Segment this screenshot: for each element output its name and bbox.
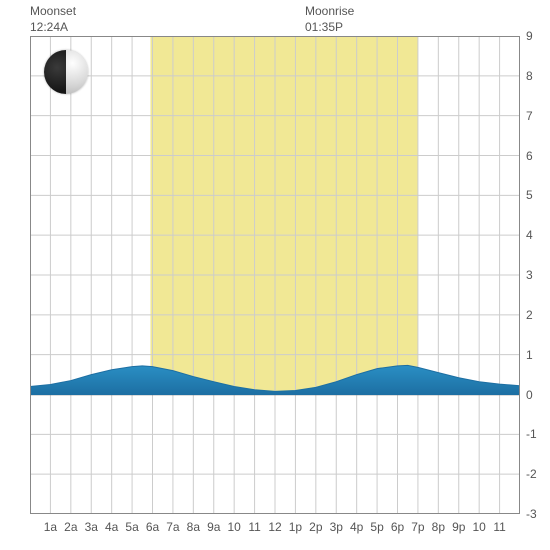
- x-tick-label: 2a: [64, 520, 77, 534]
- moonset-title: Moonset: [30, 4, 76, 18]
- x-tick-label: 9p: [452, 520, 465, 534]
- x-tick-label: 10: [472, 520, 485, 534]
- x-tick-label: 11: [248, 520, 260, 534]
- x-tick-label: 7p: [411, 520, 424, 534]
- y-tick-label: 8: [526, 69, 533, 83]
- moon-shadow: [44, 50, 66, 94]
- y-tick-label: -1: [526, 427, 537, 441]
- x-tick-label: 4a: [105, 520, 118, 534]
- x-tick-label: 8p: [432, 520, 445, 534]
- y-tick-label: -2: [526, 467, 537, 481]
- moonset-label: Moonset 12:24A: [30, 4, 76, 35]
- x-tick-label: 1a: [44, 520, 57, 534]
- y-tick-label: 6: [526, 149, 533, 163]
- x-tick-label: 6p: [391, 520, 404, 534]
- y-tick-label: 1: [526, 348, 533, 362]
- x-tick-label: 9a: [207, 520, 220, 534]
- y-tick-label: 7: [526, 109, 533, 123]
- y-tick-label: 2: [526, 308, 533, 322]
- y-tick-label: 5: [526, 188, 533, 202]
- x-tick-label: 6a: [146, 520, 159, 534]
- moonrise-title: Moonrise: [305, 4, 354, 18]
- x-tick-label: 5a: [125, 520, 138, 534]
- moon-phase-icon: [44, 50, 88, 94]
- moon-lit: [66, 50, 88, 94]
- x-tick-label: 3a: [85, 520, 98, 534]
- y-tick-label: 0: [526, 388, 533, 402]
- x-tick-label: 1p: [289, 520, 302, 534]
- y-tick-label: -3: [526, 507, 537, 521]
- y-tick-label: 4: [526, 228, 533, 242]
- x-tick-label: 5p: [370, 520, 383, 534]
- x-tick-label: 4p: [350, 520, 363, 534]
- moonrise-label: Moonrise 01:35P: [305, 4, 354, 35]
- moonset-time: 12:24A: [30, 20, 68, 34]
- y-tick-label: 3: [526, 268, 533, 282]
- x-tick-label: 8a: [187, 520, 200, 534]
- y-tick-label: 9: [526, 29, 533, 43]
- x-tick-label: 2p: [309, 520, 322, 534]
- tide-chart: [30, 36, 520, 514]
- x-tick-label: 12: [268, 520, 281, 534]
- x-tick-label: 10: [227, 520, 240, 534]
- x-tick-label: 3p: [330, 520, 343, 534]
- moonrise-time: 01:35P: [305, 20, 343, 34]
- x-tick-label: 7a: [166, 520, 179, 534]
- x-tick-label: 11: [493, 520, 505, 534]
